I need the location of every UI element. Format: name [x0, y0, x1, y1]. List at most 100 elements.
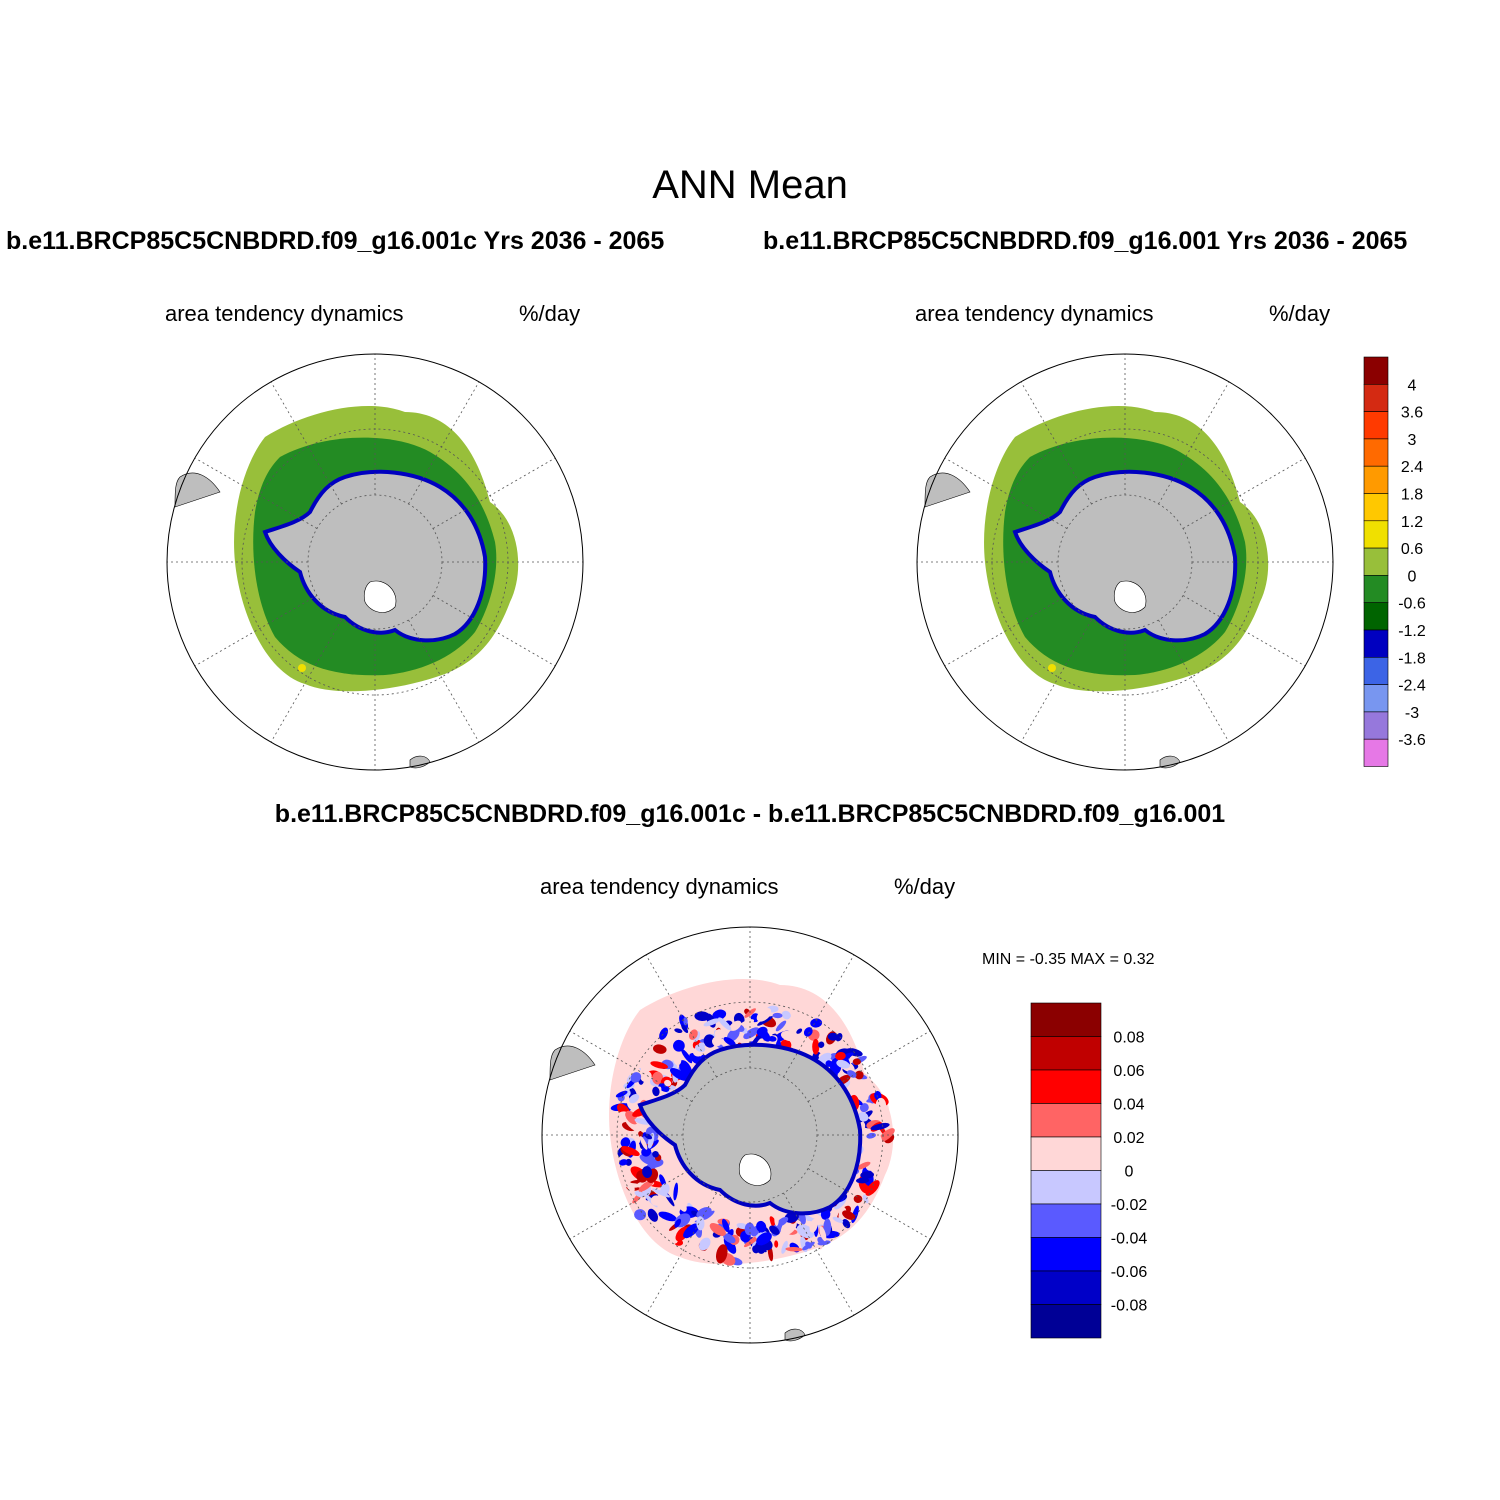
- difference-cell: [681, 1048, 693, 1064]
- meridian-line: [944, 457, 1068, 529]
- difference-cell: [862, 1194, 869, 1204]
- difference-cell: [621, 1146, 640, 1157]
- difference-cell: [785, 1247, 803, 1252]
- meridian-line: [270, 619, 342, 743]
- colorbar-label: 0.02: [1113, 1130, 1144, 1147]
- difference-cell: [796, 1028, 803, 1034]
- meridian-line: [783, 1192, 855, 1316]
- difference-cell: [802, 1241, 815, 1251]
- difference-cell: [856, 1177, 870, 1184]
- difference-cell: [775, 1216, 789, 1228]
- difference-cell: [809, 1218, 818, 1233]
- colorbar-label: -2.4: [1398, 678, 1426, 695]
- meridian-line: [807, 1030, 931, 1102]
- difference-cell: [758, 1027, 771, 1042]
- difference-cell: [757, 1016, 773, 1026]
- difference-cell: [681, 1024, 689, 1034]
- difference-cell: [774, 1240, 779, 1248]
- difference-cell: [673, 1182, 679, 1201]
- difference-cell: [819, 1226, 827, 1242]
- difference-cell: [878, 1153, 890, 1163]
- colorbar-label: -1.8: [1398, 650, 1426, 667]
- difference-cell: [683, 1016, 688, 1026]
- difference-cell: [673, 1039, 685, 1052]
- difference-cell: [647, 1132, 655, 1149]
- africa-land-tip: [1159, 755, 1181, 769]
- meridian-line: [944, 595, 1068, 667]
- difference-cell: [781, 1240, 788, 1254]
- left-panel-variable-label: area tendency dynamics: [165, 301, 404, 326]
- right-polar-map: [916, 353, 1334, 771]
- difference-panel-variable-label: area tendency dynamics: [540, 874, 779, 899]
- difference-cell: [642, 1166, 653, 1178]
- difference-cell: [674, 1218, 682, 1228]
- map-boundary: [166, 353, 584, 771]
- left-panel-units-label: %/day: [519, 301, 581, 326]
- meridian-line: [194, 595, 318, 667]
- difference-cell: [679, 1060, 693, 1078]
- colorbar-label: 3: [1408, 432, 1417, 449]
- difference-cell: [703, 1034, 716, 1048]
- colorbar-label: 0.08: [1113, 1030, 1144, 1047]
- map-graticule: [542, 927, 958, 1343]
- meridian-line: [569, 1030, 693, 1102]
- difference-cell: [729, 1020, 742, 1031]
- difference-cell: [857, 1112, 869, 1122]
- meridian-line: [194, 457, 318, 529]
- difference-panel-title: b.e11.BRCP85C5CNBDRD.f09_g16.001c - b.e1…: [274, 800, 1226, 828]
- difference-cell: [709, 1024, 722, 1034]
- colorbar-box: [1363, 383, 1389, 412]
- meridian-line: [432, 457, 556, 529]
- south-america-land: [174, 472, 221, 508]
- colorbar-box: [1363, 356, 1389, 385]
- difference-cell: [875, 1097, 887, 1114]
- difference-cell: [634, 1209, 647, 1221]
- difference-cell: [876, 1170, 885, 1178]
- main-colorbar-boxes: [1363, 356, 1389, 767]
- colorbar-box: [1030, 1270, 1102, 1305]
- colorbar-box: [1363, 493, 1389, 522]
- difference-cell: [615, 1090, 628, 1098]
- difference-cell: [836, 1059, 850, 1069]
- difference-cell: [653, 1044, 667, 1054]
- difference-cell: [639, 1154, 657, 1166]
- colorbar-label: 0: [1408, 568, 1417, 585]
- ice-shelf: [738, 1153, 772, 1186]
- difference-cell: [647, 1210, 658, 1221]
- difference-cell: [847, 1070, 857, 1078]
- difference-cell: [810, 1018, 823, 1028]
- difference-cell: [673, 1055, 682, 1066]
- africa-land-tip: [784, 1328, 806, 1342]
- difference-cell: [859, 1103, 869, 1113]
- difference-cell: [639, 1136, 648, 1150]
- colorbar-box: [1363, 465, 1389, 494]
- colorbar-label: -0.08: [1111, 1298, 1148, 1315]
- difference-cell: [756, 1232, 772, 1246]
- difference-cell: [652, 1086, 660, 1097]
- difference-cell: [698, 1237, 711, 1251]
- difference-cell: [630, 1072, 642, 1083]
- difference-cell: [696, 1207, 712, 1219]
- map-boundary: [541, 926, 959, 1344]
- difference-cell: [803, 1027, 813, 1037]
- map-boundary: [916, 353, 1334, 771]
- meridian-line: [783, 954, 855, 1078]
- colorbar-box: [1030, 1103, 1102, 1138]
- difference-cell: [852, 1058, 861, 1066]
- difference-cell: [659, 1027, 669, 1040]
- meridian-line: [408, 619, 480, 743]
- meridian-line: [270, 381, 342, 505]
- difference-cell: [774, 1213, 779, 1226]
- difference-cell: [860, 1171, 874, 1179]
- colorbar-label: 0: [1125, 1164, 1134, 1181]
- colorbar-box: [1363, 602, 1389, 631]
- difference-cell: [652, 1150, 659, 1158]
- difference-cell: [875, 1141, 886, 1153]
- difference-cell: [718, 1017, 732, 1031]
- difference-cell: [812, 1038, 820, 1055]
- colorbar-label: -3.6: [1398, 732, 1426, 749]
- colorbar-box: [1363, 438, 1389, 467]
- south-america-land: [924, 472, 971, 508]
- colorbar-label: -3: [1405, 705, 1419, 722]
- positive-anomaly-spot: [298, 664, 306, 672]
